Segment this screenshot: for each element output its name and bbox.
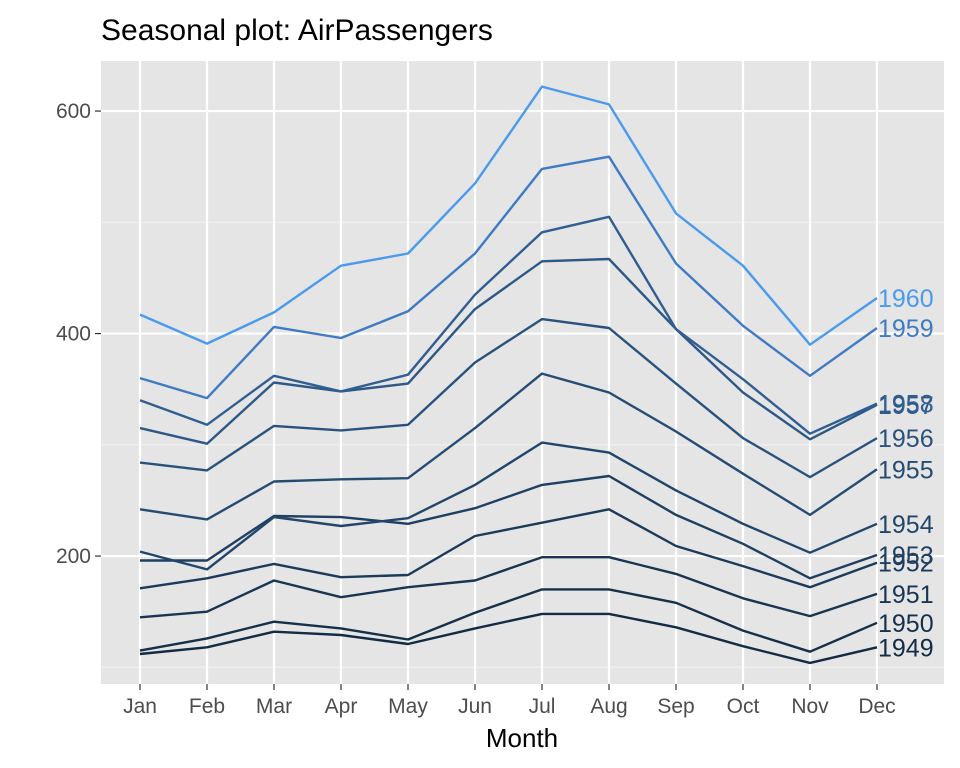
x-tick-label: Aug bbox=[590, 695, 627, 718]
chart-title: Seasonal plot: AirPassengers bbox=[101, 14, 493, 47]
x-axis-title: Month bbox=[486, 723, 558, 753]
y-tick-label: 400 bbox=[56, 323, 91, 346]
x-tick-label: Dec bbox=[858, 695, 895, 718]
series-label-1955: 1955 bbox=[878, 456, 934, 484]
series-label-1951: 1951 bbox=[878, 581, 934, 609]
x-tick-label: Jul bbox=[529, 695, 556, 718]
series-line-1950 bbox=[139, 588, 878, 653]
x-axis-ticks: Jan Feb Mar Apr May Jun Jul Aug Sep Oct Nov Dec bbox=[123, 684, 896, 718]
series-label-1956: 1956 bbox=[878, 425, 934, 453]
series-line-1958 bbox=[139, 215, 878, 435]
series-label-1952: 1952 bbox=[878, 550, 934, 578]
series-line-1959 bbox=[139, 155, 878, 400]
x-tick-label: May bbox=[388, 695, 428, 718]
series-line-1953 bbox=[140, 474, 878, 580]
series-label-1954: 1954 bbox=[878, 511, 934, 539]
series-line-1960 bbox=[139, 85, 878, 346]
series-label-1953: 1953 bbox=[878, 542, 934, 570]
x-tick-label: Apr bbox=[325, 695, 358, 718]
series-line-1952 bbox=[139, 508, 878, 590]
y-tick-label: 200 bbox=[56, 545, 91, 568]
x-tick-label: Oct bbox=[727, 695, 760, 718]
y-axis-ticks: 200 400 600 bbox=[56, 100, 101, 568]
x-tick-label: Mar bbox=[256, 695, 292, 718]
plot-panel bbox=[101, 61, 944, 684]
x-tick-label: Nov bbox=[791, 695, 829, 718]
series-label-1960: 1960 bbox=[878, 285, 934, 313]
series-line-1957 bbox=[139, 257, 878, 445]
minor-gridlines bbox=[101, 221, 944, 668]
series-label-1949: 1949 bbox=[878, 634, 934, 662]
series-line-1954 bbox=[139, 441, 878, 571]
series-line-1955 bbox=[139, 372, 878, 521]
y-tick-label: 600 bbox=[56, 100, 91, 123]
series-line-1956 bbox=[139, 317, 878, 479]
series-label-1950: 1950 bbox=[878, 610, 934, 638]
series-label-1958: 1958 bbox=[878, 391, 934, 419]
series-line-1949 bbox=[139, 612, 878, 665]
series-line-1951 bbox=[139, 556, 878, 619]
x-tick-label: Jun bbox=[458, 695, 492, 718]
x-tick-label: Sep bbox=[657, 695, 694, 718]
x-tick-label: Feb bbox=[189, 695, 225, 718]
series-label-1957: 1957 bbox=[878, 392, 934, 420]
series-label-1959: 1959 bbox=[878, 315, 934, 343]
series-lines bbox=[139, 85, 878, 665]
x-tick-label: Jan bbox=[123, 695, 157, 718]
